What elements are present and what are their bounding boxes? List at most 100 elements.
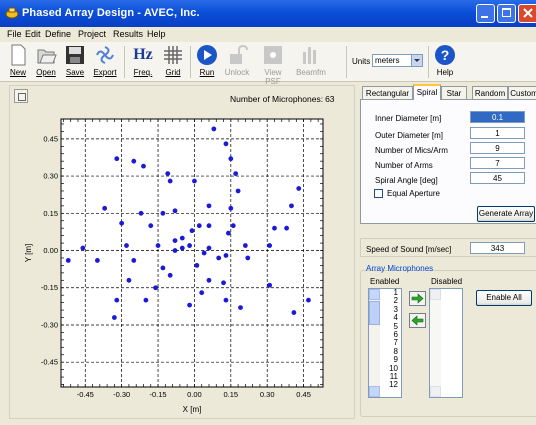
mic-point[interactable] [228,205,234,211]
mic-point[interactable] [80,245,86,251]
mic-point[interactable] [206,277,212,283]
mic-point[interactable] [289,203,294,209]
close-button[interactable] [518,4,536,23]
mic-point[interactable] [172,248,178,253]
mic-point[interactable] [267,243,273,248]
list-item[interactable]: 4 [393,313,398,323]
mic-point[interactable] [296,186,302,191]
mic-point[interactable] [179,235,185,241]
help-button[interactable]: ? Help [432,44,458,80]
mics-per-arm-field[interactable]: 9 [470,142,525,154]
enable-all-button[interactable]: Enable All [476,290,532,306]
mic-point[interactable] [206,245,212,251]
scroll-down-arrow[interactable] [369,386,380,397]
mic-point[interactable] [196,223,202,229]
tab-random[interactable]: Random [472,86,508,99]
spiral-angle-field[interactable]: 45 [470,172,525,184]
mic-point[interactable] [167,272,173,278]
move-right-button[interactable] [409,291,426,306]
scroll-up-arrow[interactable] [369,289,380,300]
mic-point[interactable] [111,315,117,320]
list-item[interactable]: 12 [389,380,398,390]
generate-array-button[interactable]: Generate Array [477,206,535,222]
tab-star[interactable]: Star [441,86,467,99]
mic-point[interactable] [228,156,234,162]
list-item[interactable]: 9 [393,355,398,365]
mic-point[interactable] [160,265,166,271]
mic-point[interactable] [138,210,144,216]
mic-point[interactable] [148,223,154,229]
units-select[interactable]: meters [372,54,423,67]
mic-point[interactable] [167,178,173,184]
mic-point[interactable] [131,158,137,164]
mic-point[interactable] [179,245,185,251]
mic-point[interactable] [272,225,277,231]
open-button[interactable]: Open [33,44,59,80]
menu-results[interactable]: Results [113,29,144,39]
mic-point[interactable] [206,203,212,209]
menu-edit[interactable]: Edit [25,29,41,39]
inner-diameter-field[interactable]: 0.1 [470,111,525,123]
save-button[interactable]: Save [62,44,88,80]
mic-point[interactable] [65,258,71,263]
scroll-down-arrow[interactable] [430,386,441,397]
mic-point[interactable] [143,297,149,303]
mic-point[interactable] [126,277,132,283]
mic-point[interactable] [221,280,226,286]
maximize-button[interactable] [497,4,516,23]
mic-point[interactable] [194,263,200,268]
tab-rectangular[interactable]: Rectangular [362,86,413,99]
disabled-list-scrollbar[interactable] [430,289,441,397]
minimize-button[interactable] [476,4,495,23]
mic-point[interactable] [189,228,195,234]
mic-point[interactable] [235,188,241,194]
list-item[interactable]: 5 [393,321,398,331]
mic-point[interactable] [119,220,125,226]
mic-point[interactable] [223,141,229,147]
tab-spiral[interactable]: Spiral [413,84,441,100]
outer-diameter-field[interactable]: 1 [470,127,525,139]
mic-point[interactable] [172,238,178,243]
number-of-arms-field[interactable]: 7 [470,157,525,169]
mic-point[interactable] [160,210,166,216]
list-item[interactable]: 3 [393,304,398,314]
mic-point[interactable] [187,243,192,248]
mic-point[interactable] [211,126,217,132]
equal-aperture-checkbox[interactable] [374,189,383,198]
freq-button[interactable]: Hz Freq. [130,44,156,80]
mic-point[interactable] [172,208,178,214]
mic-point[interactable] [114,156,120,162]
view-psf-button[interactable]: View PSF [256,44,290,86]
mic-point[interactable] [102,205,108,211]
new-button[interactable]: New [5,44,31,80]
list-item[interactable]: 11 [389,372,398,382]
tab-custom[interactable]: Custom [508,86,536,99]
list-item[interactable]: 7 [393,338,398,348]
enabled-list-scrollbar[interactable] [369,289,380,397]
mic-point[interactable] [165,171,171,176]
mic-point[interactable] [242,243,248,248]
menu-help[interactable]: Help [147,29,166,39]
mic-point[interactable] [155,243,161,248]
export-button[interactable]: Export [90,44,120,80]
menu-file[interactable]: File [7,29,22,39]
scroll-up-arrow[interactable] [430,289,441,300]
mic-point[interactable] [114,297,120,303]
mic-point[interactable] [284,225,290,231]
unlock-button[interactable]: Unlock [222,44,252,80]
mic-point[interactable] [201,250,207,256]
list-item[interactable]: 2 [393,296,398,306]
mic-point[interactable] [230,223,236,229]
menu-define[interactable]: Define [45,29,72,39]
mic-point[interactable] [216,255,222,261]
mic-point[interactable] [124,243,129,248]
mic-point[interactable] [187,302,192,308]
run-button[interactable]: Run [194,44,220,80]
mic-point[interactable] [199,290,205,296]
mic-point[interactable] [245,255,251,261]
mic-point[interactable] [267,282,273,288]
mic-point[interactable] [233,171,239,176]
mic-point[interactable] [223,253,229,258]
mic-point[interactable] [94,258,100,263]
